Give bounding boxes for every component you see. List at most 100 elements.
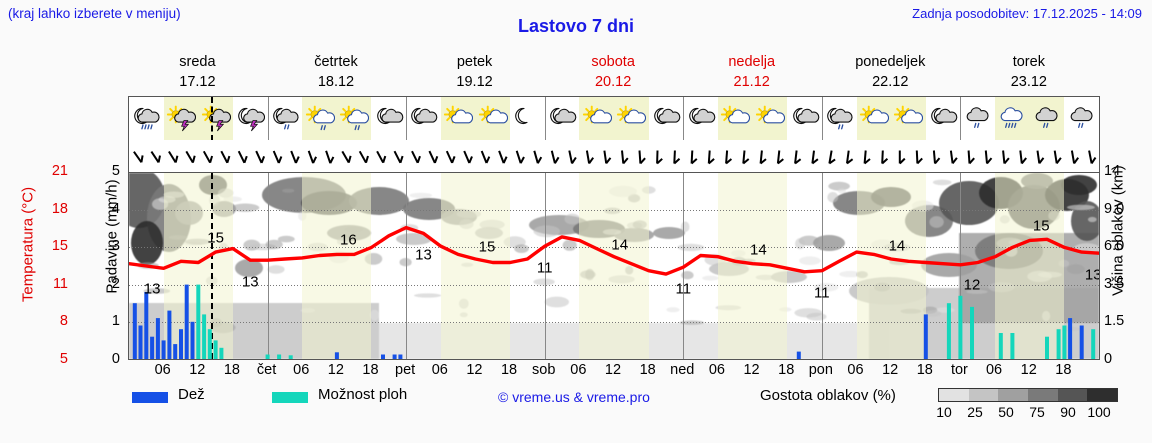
temperature-value-labels: 13 15 13 16 13 15 11 14 11 14 11 14 12 15 13 — [129, 173, 1099, 359]
temperature-label: 12 — [963, 276, 981, 294]
cloud-density-ramp-step — [1057, 389, 1088, 401]
cloud-density-ramp-step — [1028, 389, 1058, 401]
day-header-nedelja: nedelja 21.12 — [682, 52, 821, 94]
horizontal-gridline — [129, 284, 1099, 286]
weather-icon-strip — [128, 96, 1100, 141]
temperature-tick: 21 — [51, 163, 68, 179]
day-header-četrtek: četrtek 18.12 — [267, 52, 406, 94]
x-axis-tick: 06 — [847, 362, 864, 378]
page-title: Lastovo 7 dni — [517, 16, 634, 36]
temperature-label: 13 — [143, 280, 161, 298]
x-axis-tick: ned — [670, 362, 695, 378]
precipitation-tick: 4 — [111, 200, 120, 217]
day-date: 22.12 — [872, 74, 909, 90]
moon-cloud-icon — [406, 97, 441, 140]
day-header-sobota: sobota 20.12 — [544, 52, 683, 94]
cloud-density-ramp-step — [998, 389, 1029, 401]
current-time-marker — [210, 173, 213, 359]
temperature-label: 13 — [415, 246, 432, 264]
sun-cloud-icon — [475, 97, 511, 140]
x-axis-tick: 06 — [570, 362, 587, 378]
day-name: sreda — [179, 54, 216, 70]
day-date: 21.12 — [733, 74, 770, 90]
sun-cloud-icon — [717, 97, 753, 140]
day-name: ponedeljek — [855, 54, 926, 70]
cloud-density-ramp-tick: 100 — [1087, 404, 1111, 420]
moon-cloud-icon — [787, 97, 822, 140]
cloud-density-ramp-step — [968, 389, 999, 401]
moon-cloud-drizzle-icon — [267, 97, 303, 140]
temperature-label: 15 — [207, 229, 224, 247]
sun-cloud-thunder-icon — [198, 97, 233, 140]
x-axis-tick: 12 — [882, 362, 899, 378]
day-name: sobota — [591, 54, 635, 70]
temperature-label: 14 — [888, 237, 906, 255]
precipitation-bars — [132, 284, 1096, 359]
cloud-rain-icon — [995, 97, 1030, 140]
x-axis-tick: 18 — [500, 362, 518, 378]
cloud-density-ramp-step — [939, 389, 969, 401]
x-axis-tick: 18 — [223, 362, 240, 378]
x-axis-tick: 18 — [916, 362, 933, 378]
x-axis-tick: 12 — [189, 362, 206, 378]
x-axis-tick: 12 — [1020, 362, 1037, 378]
x-axis-tick: 12 — [466, 362, 483, 378]
x-axis-tick: 06 — [985, 362, 1003, 378]
moon-cloud-icon — [544, 97, 580, 140]
cloud-height-tick: 6.0 — [1104, 238, 1125, 255]
day-name: petek — [456, 54, 493, 70]
x-axis-tick: 06 — [293, 362, 310, 378]
precipitation-tick: 2 — [111, 275, 120, 292]
x-axis-tick: 06 — [154, 362, 171, 378]
copyright-link[interactable]: © vreme.us & vreme.pro — [498, 389, 650, 405]
location-menu-note: (kraj lahko izberete v meniju) — [8, 6, 181, 21]
icon-strip-day-divider — [683, 97, 685, 141]
horizontal-gridline — [129, 321, 1099, 323]
legend-rain-swatch — [132, 392, 168, 403]
sun-cloud-icon — [891, 97, 926, 140]
precipitation-tick: 0 — [111, 351, 120, 367]
cloud-drizzle-icon — [1064, 97, 1099, 140]
sun-cloud-drizzle-icon — [302, 97, 337, 140]
wind-barbs — [133, 150, 1097, 165]
day-header-ponedeljek: ponedeljek 22.12 — [821, 52, 960, 94]
temperature-label: 11 — [814, 284, 830, 302]
horizontal-gridline — [129, 247, 1099, 249]
cloud-density-ramp-step — [1087, 389, 1118, 401]
cloud-density-ramp-tick: 90 — [1060, 404, 1076, 420]
cloud-drizzle-icon — [960, 97, 996, 140]
cloud-density-ramp-tick: 10 — [936, 404, 952, 420]
temperature-label: 15 — [1032, 217, 1050, 235]
day-divider — [821, 173, 823, 359]
day-date: 17.12 — [179, 74, 216, 90]
x-axis-tick: 18 — [639, 362, 656, 378]
x-axis-tick: 18 — [362, 362, 379, 378]
icon-strip-day-divider — [821, 97, 823, 141]
cloud-height-tick: 0 — [1104, 351, 1113, 367]
icon-strip-day-divider — [406, 97, 408, 141]
temperature-line — [129, 225, 1099, 276]
cloud-density-legend-label: Gostota oblakov (%) — [760, 387, 896, 404]
day-header-torek: torek 23.12 — [959, 52, 1098, 94]
day-header-row: sreda 17.12 četrtek 18.12 petek 19.12 sobota 20… — [128, 52, 1100, 94]
temperature-tick: 18 — [51, 200, 68, 217]
cloud-height-tick: 3.5 — [1104, 275, 1125, 292]
current-time-marker — [210, 97, 213, 141]
x-axis-tick: 12 — [743, 362, 760, 378]
daylight-band — [440, 173, 511, 359]
day-divider — [544, 173, 546, 359]
precipitation-tick: 1 — [111, 313, 120, 330]
x-axis-tick: 06 — [708, 362, 725, 378]
temperature-label: 14 — [611, 236, 629, 254]
day-date: 20.12 — [594, 74, 632, 90]
temperature-tick: 8 — [59, 313, 68, 330]
legend-showers-swatch — [272, 392, 308, 403]
x-axis-tick: 18 — [778, 362, 795, 378]
precipitation-tick: 3 — [111, 238, 120, 255]
moon-cloud-icon — [371, 97, 407, 140]
forecast-plot-panel: 13 15 13 16 13 15 11 14 11 14 11 14 12 15 13 — [128, 172, 1100, 360]
sun-cloud-icon — [614, 97, 649, 140]
day-date: 18.12 — [317, 74, 355, 90]
temperature-label: 13 — [1084, 266, 1100, 284]
x-axis-tick: 12 — [327, 362, 344, 378]
